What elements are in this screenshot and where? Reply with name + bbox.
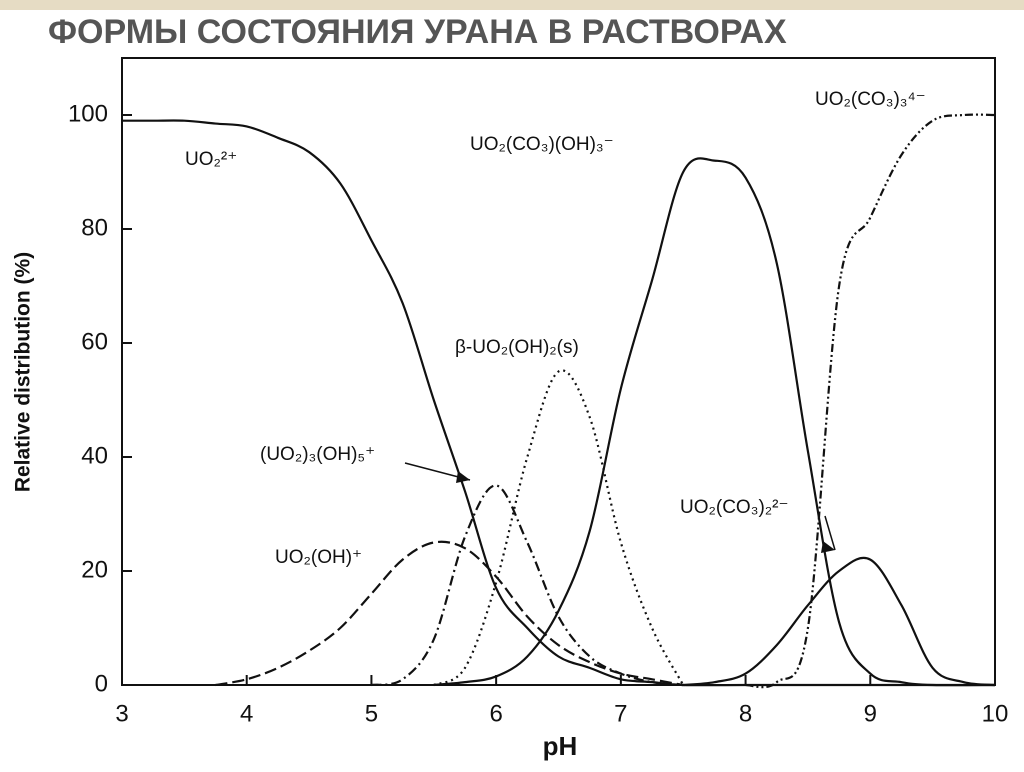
x-tick-label: 3 (115, 700, 128, 727)
y-tick-label: 20 (81, 556, 108, 583)
x-tick-label: 10 (982, 700, 1009, 727)
x-tick-label: 4 (240, 700, 253, 727)
series-label: (UO₂)₃(OH)₅⁺ (260, 444, 375, 465)
series-label: UO₂(OH)⁺ (275, 547, 362, 568)
y-tick-label: 80 (81, 214, 108, 241)
plot-frame (121, 57, 996, 686)
series-label: UO₂(CO₃)₂²⁻ (680, 497, 789, 518)
y-tick-label: 60 (81, 328, 108, 355)
label-arrow (824, 515, 836, 551)
series-label: UO₂(CO₃)₃⁴⁻ (815, 89, 926, 110)
y-axis-label: Relative distribution (%) (12, 252, 35, 492)
series-label: UO₂(CO₃)(OH)₃⁻ (470, 134, 614, 155)
x-tick-label: 9 (864, 700, 877, 727)
series-line (745, 113, 996, 689)
x-tick-label: 5 (365, 700, 378, 727)
series-line (121, 119, 995, 687)
arrow-head (456, 471, 470, 483)
series-line (433, 369, 685, 687)
series-label: UO₂²⁺ (185, 149, 237, 170)
y-tick-label: 0 (95, 670, 108, 697)
x-tick-label: 8 (739, 700, 752, 727)
slide-title: ФОРМЫ СОСТОЯНИЯ УРАНА В РАСТВОРАХ (48, 13, 787, 51)
series-line (215, 540, 684, 687)
y-tick-label: 40 (81, 442, 108, 469)
series-label: β-UO₂(OH)₂(s) (455, 337, 579, 358)
arrow-head (821, 541, 835, 553)
y-tick-label: 100 (68, 100, 108, 127)
x-axis-label: pH (543, 731, 578, 761)
series-line (683, 556, 996, 687)
x-tick-label: 6 (489, 700, 502, 727)
series-line (433, 157, 996, 687)
x-tick-label: 7 (614, 700, 627, 727)
top-bar (0, 0, 1024, 10)
